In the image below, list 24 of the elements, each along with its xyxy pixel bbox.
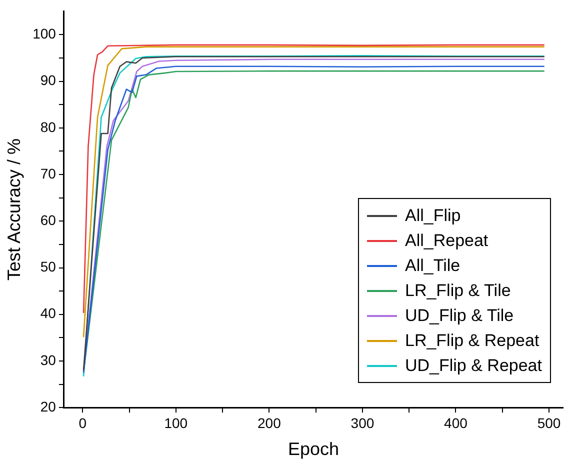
x-tick-label: 200 [257,414,282,431]
x-axis-title: Epoch [288,439,340,460]
y-tick-label: 100 [32,26,56,42]
y-tick-label: 20 [40,398,56,414]
y-tick-label: 30 [40,352,56,368]
x-tick-label: 300 [350,414,374,431]
x-tick-label: 400 [444,414,468,431]
legend-label: All_Tile [404,256,460,276]
y-axis-title: Test Accuracy / % [4,138,24,281]
legend-label: UD_Flip & Repeat [404,356,542,376]
x-tick-label: 0 [78,414,87,431]
x-tick-label: 500 [537,414,561,431]
y-tick-label: 70 [40,165,56,182]
y-tick-label: 80 [40,118,56,135]
y-tick-label: 40 [40,305,56,322]
legend-label: UD_Flip & Tile [404,306,514,326]
y-tick-label: 90 [40,72,56,88]
x-tick-label: 100 [164,414,188,431]
y-tick-label: 50 [40,258,56,275]
legend-label: All_Flip [404,206,461,226]
y-tick-label: 60 [40,212,56,228]
legend-label: LR_Flip & Repeat [404,330,540,350]
legend-label: LR_Flip & Tile [404,280,511,300]
legend-label: All_Repeat [404,230,488,250]
